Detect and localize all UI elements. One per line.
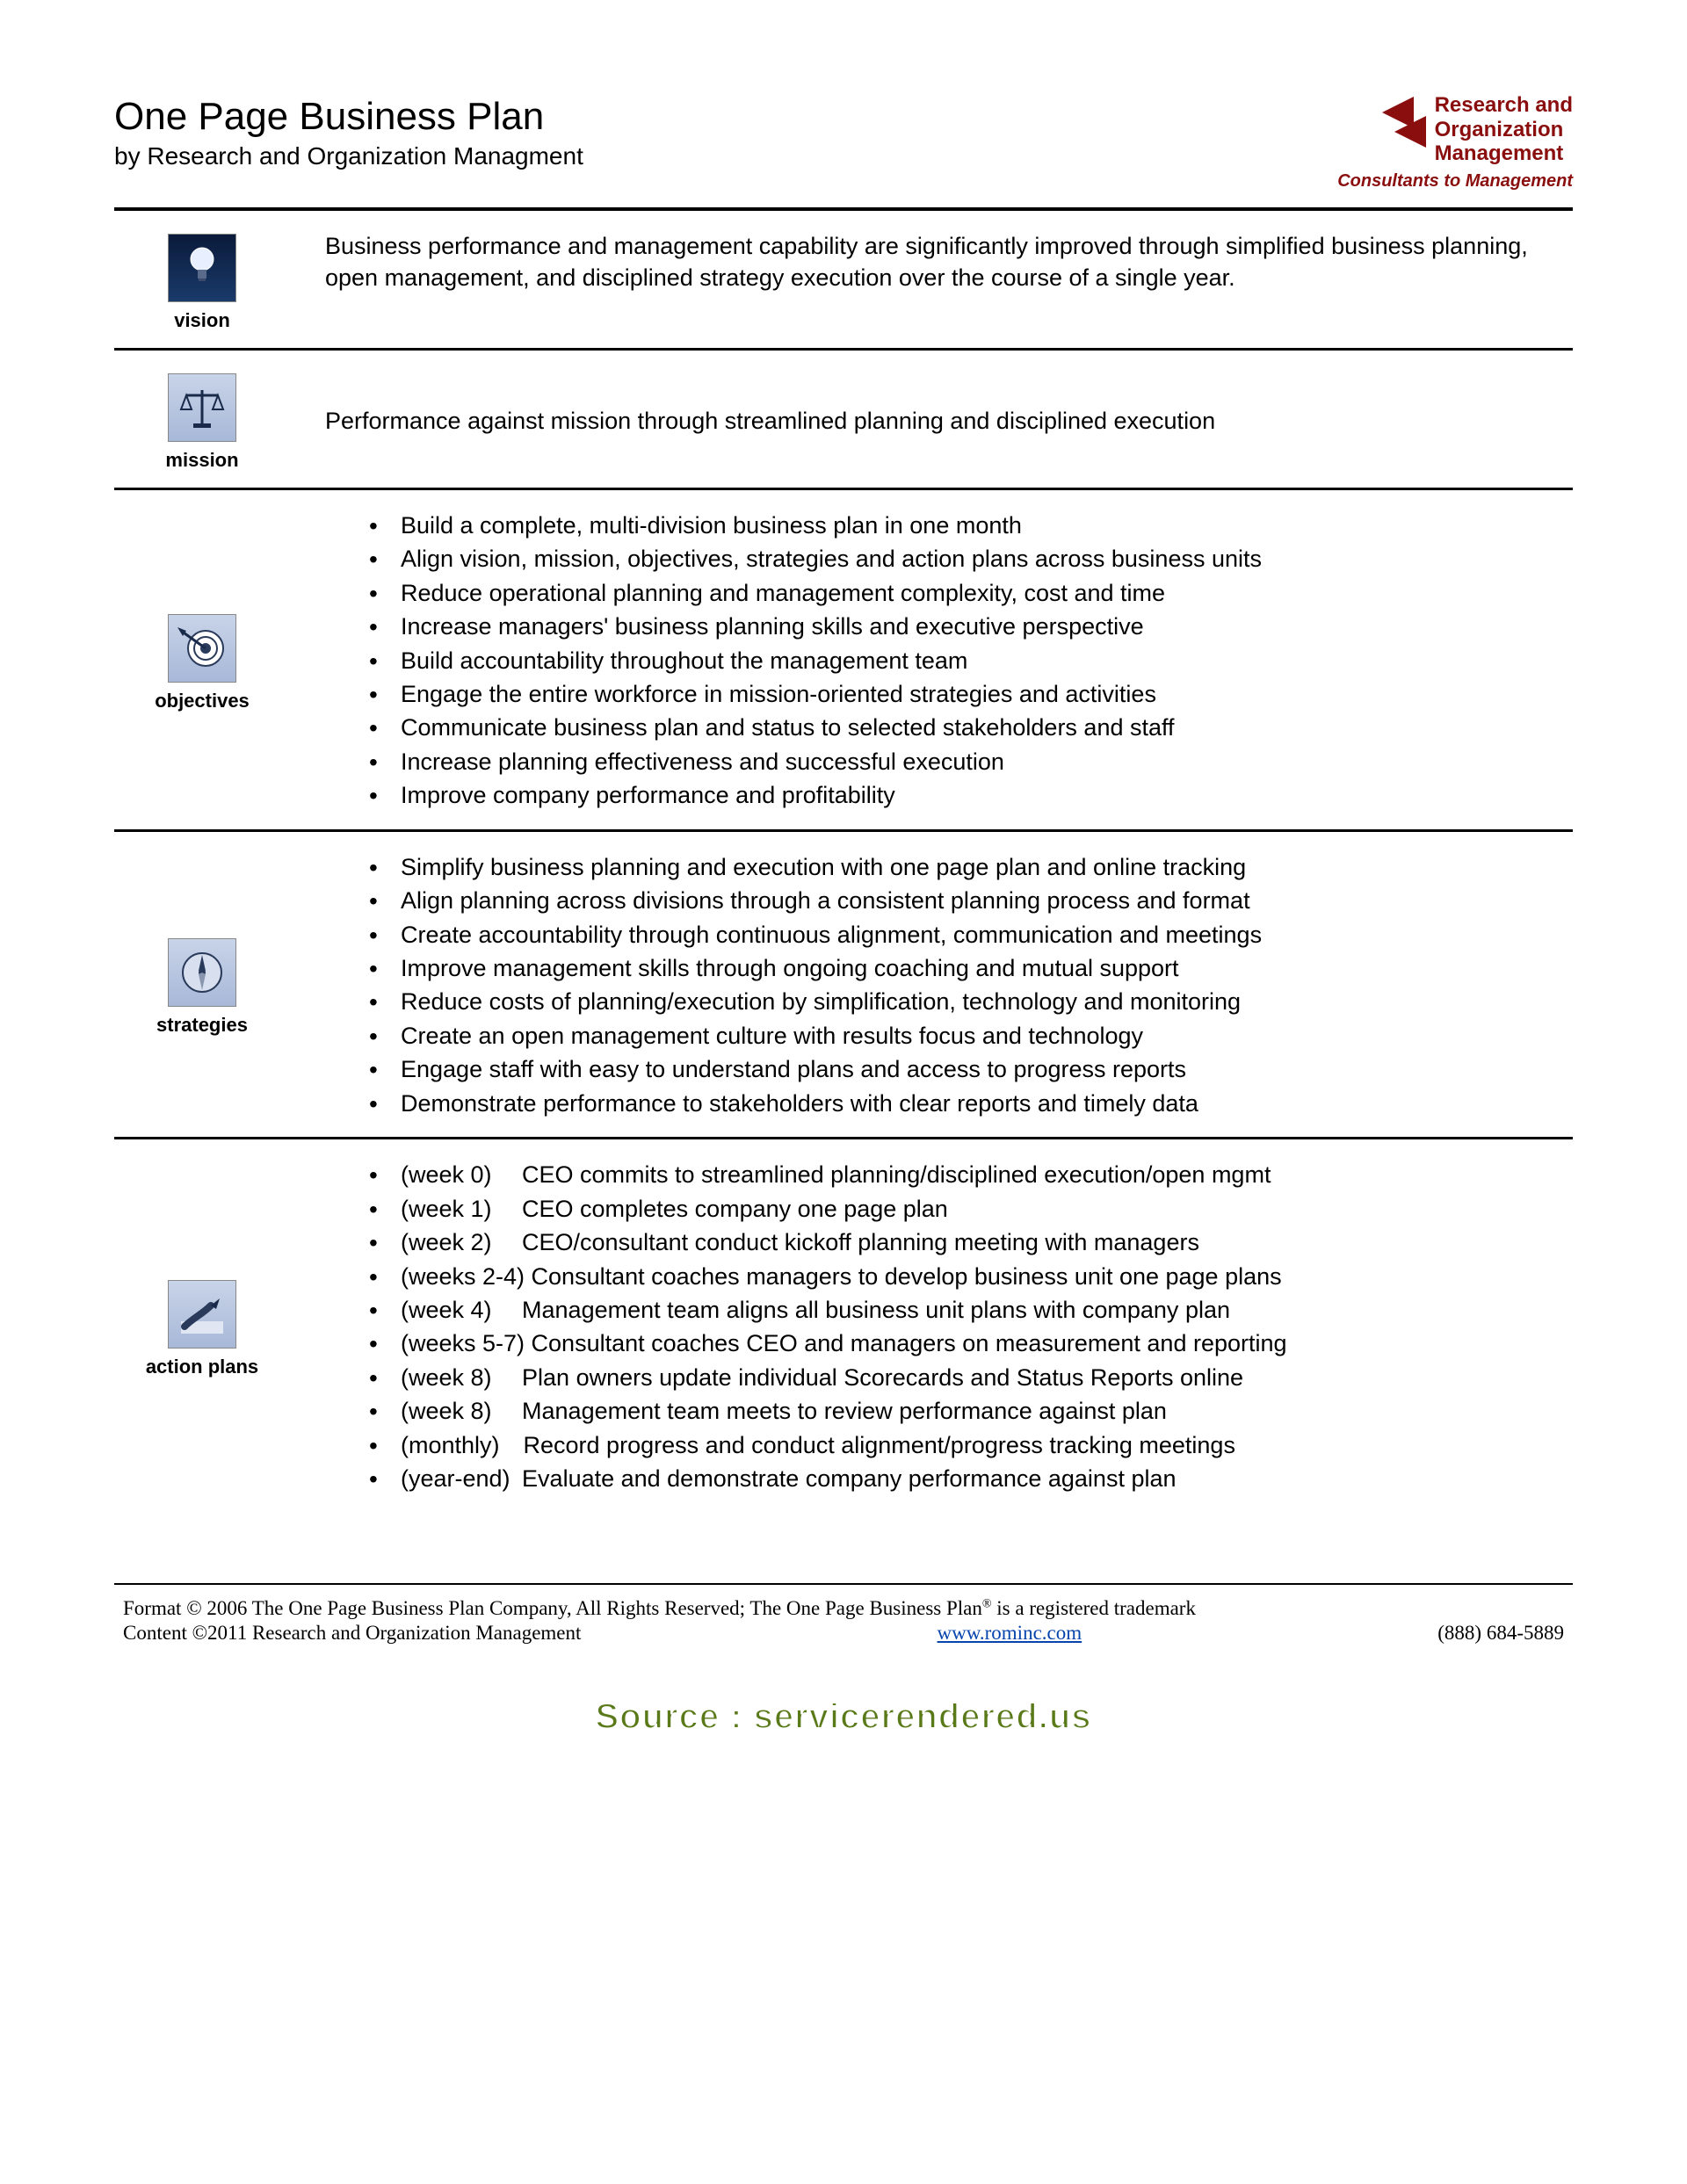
page-subtitle: by Research and Organization Managment: [114, 142, 583, 170]
list-item: (week 4) Management team aligns all busi…: [369, 1294, 1546, 1326]
mission-text: Performance against mission through stre…: [325, 405, 1573, 437]
strategies-label-col: strategies: [114, 935, 290, 1037]
list-item: Engage the entire workforce in mission-o…: [369, 678, 1546, 710]
list-item: Engage staff with easy to understand pla…: [369, 1053, 1546, 1085]
list-item: Communicate business plan and status to …: [369, 712, 1546, 743]
source-watermark: Source : servicerendered.us: [114, 1697, 1573, 1737]
logo-row: Research and Organization Management: [1337, 93, 1573, 166]
list-item: (year-end) Evaluate and demonstrate comp…: [369, 1463, 1546, 1494]
list-item: Build accountability throughout the mana…: [369, 645, 1546, 676]
footer-copyright-format: Format © 2006 The One Page Business Plan…: [123, 1597, 982, 1619]
footer-line-2: Content ©2011 Research and Organization …: [123, 1622, 1564, 1645]
strategies-label: strategies: [156, 1014, 248, 1037]
scales-icon: [168, 373, 236, 442]
footer-link[interactable]: www.rominc.com: [938, 1622, 1082, 1645]
list-item: (monthly) Record progress and conduct al…: [369, 1429, 1546, 1461]
strategies-content: Simplify business planning and execution…: [325, 851, 1573, 1122]
list-item: Create an open management culture with r…: [369, 1020, 1546, 1052]
objectives-content: Build a complete, multi-division busines…: [325, 510, 1573, 814]
lightbulb-icon: [168, 234, 236, 302]
vision-section: vision Business performance and manageme…: [114, 211, 1573, 348]
logo-line-3: Management: [1435, 141, 1573, 166]
strategies-list: Simplify business planning and execution…: [325, 851, 1546, 1120]
vision-label-col: vision: [114, 230, 290, 332]
triangles-logo-icon: [1382, 93, 1426, 151]
list-item: Reduce operational planning and manageme…: [369, 577, 1546, 609]
list-item: Create accountability through continuous…: [369, 919, 1546, 951]
footer-trademark-note: is a registered trademark: [992, 1597, 1196, 1619]
header-title-block: One Page Business Plan by Research and O…: [114, 88, 583, 170]
logo-line-1: Research and: [1435, 93, 1573, 118]
list-item: Simplify business planning and execution…: [369, 851, 1546, 883]
vision-label: vision: [174, 309, 230, 332]
compass-icon: [168, 938, 236, 1007]
list-item: Build a complete, multi-division busines…: [369, 510, 1546, 541]
action-plans-label-col: action plans: [114, 1276, 290, 1378]
list-item: Demonstrate performance to stakeholders …: [369, 1088, 1546, 1119]
vision-text: Business performance and management capa…: [325, 230, 1573, 294]
list-item: Reduce costs of planning/execution by si…: [369, 986, 1546, 1017]
objectives-label-col: objectives: [114, 611, 290, 712]
list-item: (week 0) CEO commits to streamlined plan…: [369, 1159, 1546, 1190]
footer-copyright-content: Content ©2011 Research and Organization …: [123, 1622, 581, 1645]
list-item: Improve management skills through ongoin…: [369, 952, 1546, 984]
objectives-label: objectives: [155, 690, 250, 712]
document-page: One Page Business Plan by Research and O…: [88, 70, 1599, 2184]
logo-tagline: Consultants to Management: [1337, 171, 1573, 192]
action-plans-label: action plans: [146, 1356, 258, 1378]
action-plans-section: action plans (week 0) CEO commits to str…: [114, 1139, 1573, 1512]
list-item: Align planning across divisions through …: [369, 885, 1546, 916]
footer-line-1: Format © 2006 The One Page Business Plan…: [123, 1597, 1564, 1620]
strategies-section: strategies Simplify business planning an…: [114, 832, 1573, 1138]
mission-label-col: mission: [114, 370, 290, 472]
list-item: (week 2) CEO/consultant conduct kickoff …: [369, 1226, 1546, 1258]
document-footer: Format © 2006 The One Page Business Plan…: [114, 1583, 1573, 1645]
list-item: (week 1) CEO completes company one page …: [369, 1193, 1546, 1225]
list-item: Improve company performance and profitab…: [369, 779, 1546, 811]
action-plans-content: (week 0) CEO commits to streamlined plan…: [325, 1159, 1573, 1496]
mission-label: mission: [165, 449, 238, 472]
list-item: (week 8) Management team meets to review…: [369, 1395, 1546, 1427]
logo-line-2: Organization: [1435, 118, 1573, 142]
mission-section: mission Performance against mission thro…: [114, 351, 1573, 488]
objectives-section: objectives Build a complete, multi-divis…: [114, 490, 1573, 829]
list-item: (week 8) Plan owners update individual S…: [369, 1362, 1546, 1393]
footer-phone: (888) 684-5889: [1437, 1622, 1564, 1645]
list-item: (weeks 2-4) Consultant coaches managers …: [369, 1261, 1546, 1292]
header-logo-block: Research and Organization Management Con…: [1337, 88, 1573, 192]
list-item: Increase planning effectiveness and succ…: [369, 746, 1546, 777]
page-title: One Page Business Plan: [114, 95, 583, 139]
objectives-list: Build a complete, multi-division busines…: [325, 510, 1546, 812]
logo-text: Research and Organization Management: [1435, 93, 1573, 166]
action-plans-list: (week 0) CEO commits to streamlined plan…: [325, 1159, 1546, 1494]
list-item: Increase managers' business planning ski…: [369, 611, 1546, 642]
target-icon: [168, 614, 236, 683]
list-item: (weeks 5-7) Consultant coaches CEO and m…: [369, 1327, 1546, 1359]
registered-symbol: ®: [982, 1597, 992, 1610]
writing-hand-icon: [168, 1280, 236, 1349]
list-item: Align vision, mission, objectives, strat…: [369, 543, 1546, 575]
document-header: One Page Business Plan by Research and O…: [114, 88, 1573, 207]
